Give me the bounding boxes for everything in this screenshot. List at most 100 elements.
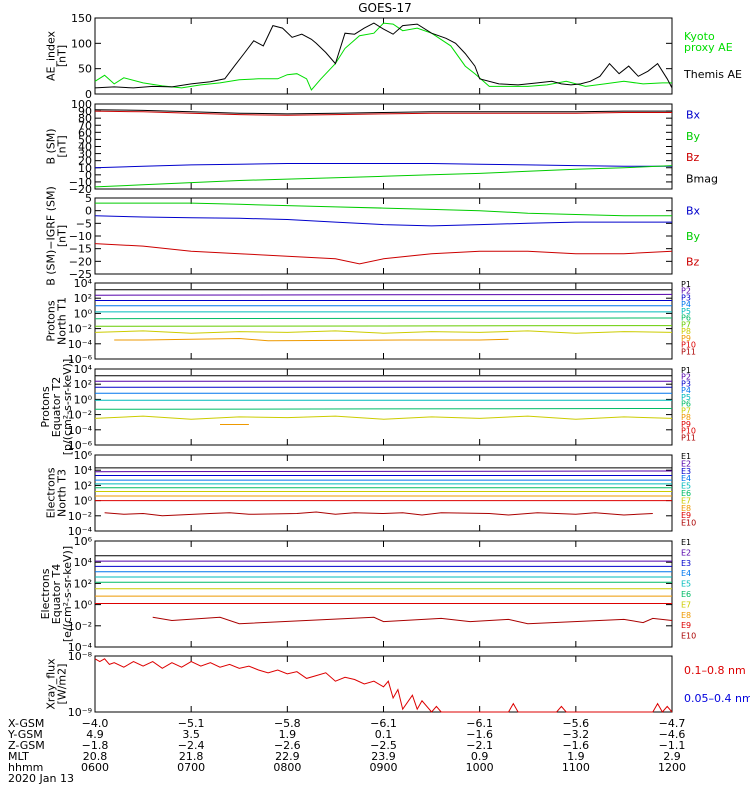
y-tick-label: 10⁻⁸ [68, 650, 93, 663]
date-label: 2020 Jan 13 [8, 772, 74, 785]
y-tick-label: 10⁰ [74, 393, 93, 406]
y-tick-label: 50 [78, 133, 92, 146]
y-tick-label: 10⁴ [74, 277, 93, 290]
legend-label: P10 [681, 341, 696, 350]
series-group [94, 375, 673, 425]
y-tick-label: 10⁻⁴ [68, 641, 93, 654]
legend-label: P6 [681, 314, 691, 323]
legend-label: E8 [681, 611, 691, 620]
y-tick-label: −5 [76, 217, 92, 230]
legend-bigrf: Bx By Bz [686, 205, 701, 269]
x-tick-label: 3.5 [182, 728, 200, 741]
x-tick-label: −5.1 [178, 717, 205, 730]
legend-label: E1 [681, 452, 691, 461]
x-tick-label: −1.8 [82, 739, 109, 752]
series-group [94, 22, 673, 91]
legend-label: E2 [681, 548, 691, 557]
legend-label: P2 [681, 373, 691, 382]
y-tick-label: 5 [85, 192, 92, 205]
y-tick-label: 10⁻⁶ [68, 353, 93, 366]
legend-label: E10 [681, 519, 696, 528]
y-tick-label: −10 [69, 176, 92, 189]
legend-label: P5 [681, 307, 691, 316]
series-line-p7 [94, 415, 673, 420]
legend-label: P10 [681, 427, 696, 436]
y-tick-label: 10⁻² [68, 323, 92, 336]
y-tick-label: 10⁻⁹ [68, 706, 92, 719]
y-tick-label: 100 [71, 37, 92, 50]
y-axis-label: ElectronsNorth T3 [45, 467, 69, 518]
series-line-e10 [152, 616, 673, 625]
y-tick-label: 10⁻⁴ [68, 338, 93, 351]
y-tick-label: 100 [71, 98, 92, 111]
x-tick-label: −1.6 [466, 728, 493, 741]
x-tick-label: 0700 [177, 761, 205, 774]
x-tick-label: −6.1 [370, 717, 397, 730]
x-tick-label: −2.4 [178, 739, 205, 752]
x-tick-label: −2.5 [370, 739, 397, 752]
series-line-by [94, 165, 673, 188]
panel-frame [94, 368, 673, 446]
panel-frame [94, 454, 673, 532]
legend-label: Bx [686, 205, 701, 218]
y-tick-label: 150 [71, 12, 92, 25]
legend-label: P1 [681, 280, 691, 289]
y-tick-label: 10² [74, 577, 92, 590]
legend-label: Bz [686, 151, 700, 164]
series-line-themis-ae [94, 22, 673, 89]
y-tick-label: 10⁴ [74, 363, 93, 376]
y-tick-label: 70 [78, 119, 92, 132]
legend-label: P5 [681, 393, 691, 402]
y-tick-label: 10⁻⁴ [68, 424, 93, 437]
legend-label: E3 [681, 467, 691, 476]
y-tick-label: 10⁴ [74, 464, 93, 477]
y-tick-label: 40 [78, 141, 92, 154]
x-tick-label: 0.9 [471, 750, 489, 763]
legend-label: E3 [681, 559, 691, 568]
legend-label: P11 [681, 433, 696, 442]
panel-frame [94, 197, 673, 275]
legend-label: E7 [681, 600, 691, 609]
legend-label: P8 [681, 413, 691, 422]
legend-label: 0.05–0.4 nm [684, 692, 750, 705]
legend-bsm: Bx By Bz Bmag [686, 109, 718, 186]
legend-label: P1 [681, 366, 691, 375]
y-tick-label: 10⁰ [74, 599, 93, 612]
x-tick-label: 0900 [370, 761, 398, 774]
y-tick-label: 60 [78, 126, 92, 139]
y-tick-label: 20 [78, 155, 92, 168]
series-line-p9 [114, 337, 509, 342]
y-tick-label: 10⁰ [74, 495, 93, 508]
y-tick-label: 10⁶ [74, 449, 93, 462]
y-tick-label: −10 [69, 230, 92, 243]
legend-label: E7 [681, 496, 691, 505]
x-row-label: X-GSM [8, 717, 44, 730]
series-line-p6 [94, 317, 673, 320]
series-line-e2 [94, 470, 673, 473]
series-group [94, 467, 673, 517]
x-tick-label: 1200 [658, 761, 686, 774]
series-line-kyoto-proxy-ae [94, 22, 672, 91]
x-row-label: Y-GSM [7, 728, 43, 741]
x-tick-label: −3.2 [562, 728, 589, 741]
x-tick-label: −5.6 [562, 717, 589, 730]
legend-label: Bz [686, 255, 700, 268]
y-tick-label: 30 [78, 148, 92, 161]
series-line-p8 [94, 330, 673, 334]
y-tick-label: 10⁰ [74, 307, 93, 320]
y-axis-label: Xray_flux[W/m2] [45, 658, 69, 710]
x-row-label: hhmm [8, 761, 43, 774]
legend-label: P4 [681, 300, 691, 309]
x-tick-label: −5.8 [274, 717, 301, 730]
legend-label: Kyoto [684, 30, 715, 43]
y-tick-label: −20 [69, 183, 92, 196]
